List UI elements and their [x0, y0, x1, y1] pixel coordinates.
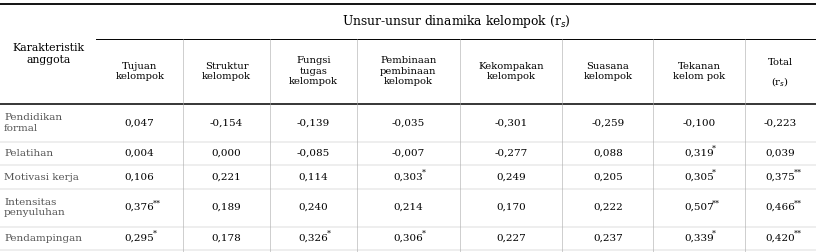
- Text: *: *: [326, 230, 330, 238]
- Text: -0,154: -0,154: [210, 118, 243, 128]
- Text: 0,326: 0,326: [299, 234, 329, 243]
- Text: 0,249: 0,249: [496, 173, 526, 181]
- Text: 0,237: 0,237: [593, 234, 623, 243]
- Text: -0,035: -0,035: [392, 118, 425, 128]
- Text: 0,375: 0,375: [765, 173, 796, 181]
- Text: 0,376: 0,376: [125, 203, 154, 212]
- Text: Fungsi
tugas
kelompok: Fungsi tugas kelompok: [289, 56, 338, 86]
- Text: *: *: [421, 230, 425, 238]
- Text: *: *: [712, 145, 716, 153]
- Text: Pembinaan
pembinaan
kelompok: Pembinaan pembinaan kelompok: [380, 56, 437, 86]
- Text: Struktur
kelompok: Struktur kelompok: [202, 62, 251, 81]
- Text: 0,303: 0,303: [393, 173, 424, 181]
- Text: **: **: [153, 199, 161, 207]
- Text: Suasana
kelompok: Suasana kelompok: [583, 62, 632, 81]
- Text: -0,277: -0,277: [494, 149, 527, 158]
- Text: **: **: [793, 230, 801, 238]
- Text: Motivasi kerja: Motivasi kerja: [4, 173, 79, 181]
- Text: 0,047: 0,047: [125, 118, 154, 128]
- Text: Total: Total: [768, 58, 793, 67]
- Text: Intensitas
penyuluhan: Intensitas penyuluhan: [4, 198, 66, 217]
- Text: *: *: [712, 169, 716, 176]
- Text: 0,178: 0,178: [212, 234, 242, 243]
- Text: Pelatihan: Pelatihan: [4, 149, 53, 158]
- Text: 0,000: 0,000: [212, 149, 242, 158]
- Text: 0,039: 0,039: [765, 149, 796, 158]
- Text: 0,507: 0,507: [684, 203, 714, 212]
- Text: 0,114: 0,114: [299, 173, 329, 181]
- Text: *: *: [712, 230, 716, 238]
- Text: 0,319: 0,319: [684, 149, 714, 158]
- Text: **: **: [793, 169, 801, 176]
- Text: -0,259: -0,259: [592, 118, 624, 128]
- Text: 0,420: 0,420: [765, 234, 796, 243]
- Text: 0,205: 0,205: [593, 173, 623, 181]
- Text: **: **: [793, 199, 801, 207]
- Text: -0,139: -0,139: [297, 118, 330, 128]
- Text: 0,214: 0,214: [393, 203, 424, 212]
- Text: -0,100: -0,100: [682, 118, 716, 128]
- Text: 0,466: 0,466: [765, 203, 796, 212]
- Text: Unsur-unsur dinamika kelompok (r$_s$): Unsur-unsur dinamika kelompok (r$_s$): [342, 13, 570, 30]
- Text: -0,223: -0,223: [764, 118, 797, 128]
- Text: **: **: [712, 199, 721, 207]
- Text: -0,007: -0,007: [392, 149, 425, 158]
- Text: 0,170: 0,170: [496, 203, 526, 212]
- Text: Kekompakan
kelompok: Kekompakan kelompok: [478, 62, 543, 81]
- Text: (r$_s$): (r$_s$): [771, 76, 789, 89]
- Text: 0,305: 0,305: [684, 173, 714, 181]
- Text: 0,222: 0,222: [593, 203, 623, 212]
- Text: Tujuan
kelompok: Tujuan kelompok: [115, 62, 164, 81]
- Text: Pendampingan: Pendampingan: [4, 234, 82, 243]
- Text: Pendidikan
formal: Pendidikan formal: [4, 113, 62, 133]
- Text: 0,240: 0,240: [299, 203, 329, 212]
- Text: 0,306: 0,306: [393, 234, 424, 243]
- Text: Tekanan
kelom pok: Tekanan kelom pok: [673, 62, 725, 81]
- Text: -0,301: -0,301: [494, 118, 527, 128]
- Text: 0,227: 0,227: [496, 234, 526, 243]
- Text: 0,295: 0,295: [125, 234, 154, 243]
- Text: 0,106: 0,106: [125, 173, 154, 181]
- Text: 0,004: 0,004: [125, 149, 154, 158]
- Text: 0,221: 0,221: [212, 173, 242, 181]
- Text: Karakteristik
anggota: Karakteristik anggota: [12, 43, 84, 65]
- Text: 0,339: 0,339: [684, 234, 714, 243]
- Text: *: *: [421, 169, 425, 176]
- Text: 0,088: 0,088: [593, 149, 623, 158]
- Text: -0,085: -0,085: [297, 149, 330, 158]
- Text: *: *: [153, 230, 157, 238]
- Text: 0,189: 0,189: [212, 203, 242, 212]
